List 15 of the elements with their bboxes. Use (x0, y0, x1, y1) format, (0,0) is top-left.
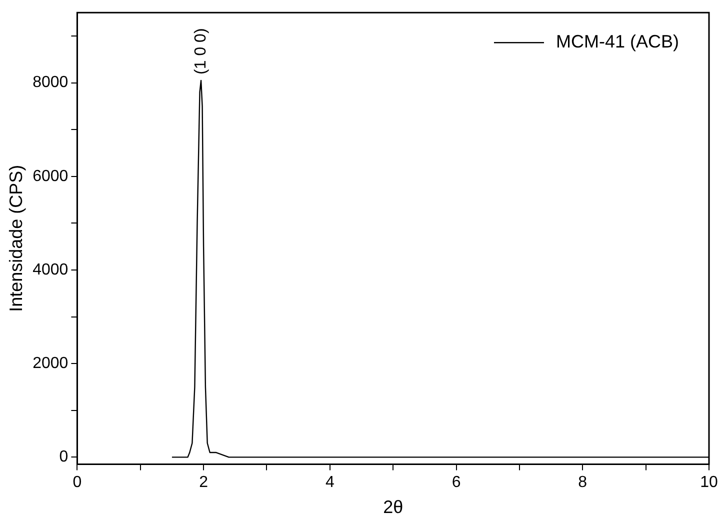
x-tick-label: 4 (325, 474, 334, 492)
x-axis-title: 2θ (383, 497, 404, 518)
y-tick-label: 2000 (32, 354, 68, 372)
y-tick-label: 8000 (32, 74, 68, 92)
y-axis-title: Intensidade (CPS) (6, 164, 26, 312)
y-tick-label: 0 (59, 448, 68, 466)
x-tick-label: 6 (452, 474, 461, 492)
legend-label: MCM-41 (ACB) (556, 32, 680, 52)
x-tick-label: 8 (578, 474, 588, 492)
y-tick-label: 4000 (32, 261, 68, 278)
y-tick-label: 6000 (32, 168, 68, 185)
x-tick-label: 0 (72, 474, 82, 492)
x-tick-label: 10 (700, 474, 718, 492)
x-tick-label: 2 (199, 474, 208, 492)
annotation: (1 0 0) (192, 28, 210, 74)
